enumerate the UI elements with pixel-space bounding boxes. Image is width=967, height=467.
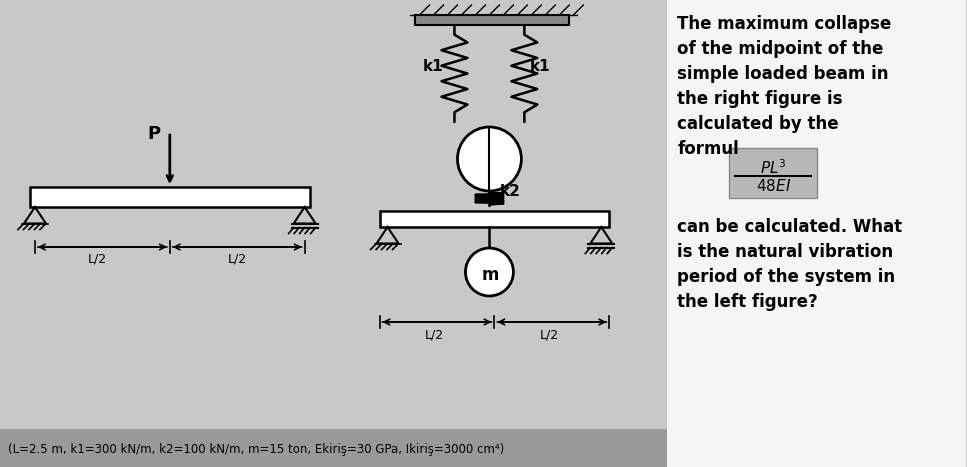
Text: simple loaded beam in: simple loaded beam in (677, 65, 889, 83)
Text: the right figure is: the right figure is (677, 90, 842, 108)
Text: can be calculated. What: can be calculated. What (677, 218, 902, 236)
Text: of the midpoint of the: of the midpoint of the (677, 40, 884, 58)
Text: is the natural vibration: is the natural vibration (677, 243, 894, 261)
Text: k1: k1 (423, 59, 443, 74)
Bar (0, 0, 667, 467)
Text: the left figure?: the left figure? (677, 293, 818, 311)
Bar (729, 148, 817, 198)
Text: L/2: L/2 (425, 328, 444, 341)
Text: $PL^3$: $PL^3$ (760, 158, 786, 177)
Bar (667, 0, 966, 467)
Text: k2: k2 (499, 184, 520, 199)
Text: formul: formul (677, 140, 739, 158)
Text: P: P (148, 125, 161, 143)
Bar (415, 15, 570, 25)
Text: L/2: L/2 (88, 253, 107, 266)
Bar (30, 187, 309, 207)
Text: The maximum collapse: The maximum collapse (677, 15, 892, 33)
Bar (0, 429, 667, 467)
Text: (L=2.5 m, k1=300 kN/m, k2=100 kN/m, m=15 ton, Ekiriş=30 GPa, Ikiriş=3000 cm⁴): (L=2.5 m, k1=300 kN/m, k2=100 kN/m, m=15… (8, 443, 504, 455)
Bar (380, 211, 609, 227)
Text: m: m (482, 266, 499, 284)
Text: calculated by the: calculated by the (677, 115, 838, 133)
Text: L/2: L/2 (540, 328, 559, 341)
Text: L/2: L/2 (228, 253, 247, 266)
Circle shape (457, 127, 521, 191)
Text: $48EI$: $48EI$ (755, 178, 791, 194)
Text: k1: k1 (529, 59, 550, 74)
Text: period of the system in: period of the system in (677, 268, 895, 286)
Circle shape (465, 248, 513, 296)
